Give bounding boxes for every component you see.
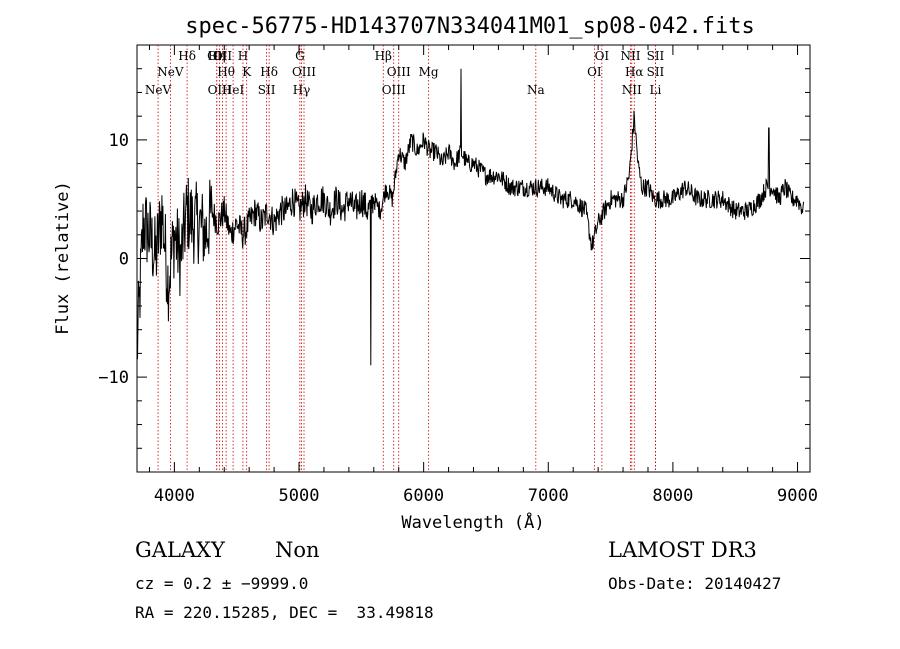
line-marker-label: NII — [621, 49, 641, 63]
line-marker-label: NeV — [145, 83, 172, 97]
y-axis-label: Flux (relative) — [53, 181, 73, 335]
line-marker-label: Hδ — [260, 65, 278, 79]
observation-date: Obs-Date: 20140427 — [608, 574, 782, 593]
line-marker-label: Na — [527, 83, 545, 97]
plot-frame — [136, 44, 811, 473]
line-marker-label: OIII — [382, 83, 406, 97]
survey-name: LAMOST DR3 — [608, 538, 757, 562]
line-marker-label: NII — [622, 83, 642, 97]
x-tick-label: 7000 — [528, 486, 569, 506]
line-marker-label: Hβ — [375, 49, 392, 63]
x-axis-label: Wavelength (Å) — [401, 511, 544, 533]
y-tick-label: 0 — [119, 250, 129, 270]
line-marker-label: Hθ — [217, 65, 235, 79]
line-marker-label: OI — [595, 49, 610, 63]
line-marker-label: OIII — [387, 65, 411, 79]
line-marker-label: OIII — [208, 83, 232, 97]
line-marker-label: K — [242, 65, 252, 79]
x-tick-label: 4000 — [154, 486, 195, 506]
object-class: GALAXY — [135, 538, 225, 562]
x-tick-label: 9000 — [777, 486, 818, 506]
line-marker-label: Hγ — [293, 83, 311, 97]
spectrum-series — [136, 68, 804, 366]
x-tick-label: 6000 — [403, 486, 444, 506]
x-tick-label: 5000 — [279, 486, 320, 506]
line-marker-label: OI — [587, 65, 602, 79]
x-axis-ticks: 4000 5000 6000 7000 8000 9000 — [148, 45, 818, 506]
chart-title: spec-56775-HD143707N334041M01_sp08-042.f… — [185, 14, 755, 39]
line-marker-label: Mg — [419, 65, 439, 79]
line-marker-label: H — [238, 49, 248, 63]
spectrum-line — [136, 68, 804, 366]
y-tick-label: −10 — [98, 368, 129, 388]
line-marker-label: SII — [647, 65, 665, 79]
line-marker-label: G — [295, 49, 305, 63]
line-marker-label: NeV — [157, 65, 184, 79]
line-marker-label: Hη — [208, 49, 226, 63]
line-marker-label: Hα — [625, 65, 644, 79]
y-tick-label: 10 — [109, 131, 129, 151]
x-tick-label: 8000 — [652, 486, 693, 506]
line-marker-label: OIII — [292, 65, 316, 79]
line-marker-label: SII — [258, 83, 276, 97]
coordinates: RA = 220.15285, DEC = 33.49818 — [135, 603, 434, 622]
line-marker-label: Hδ — [178, 49, 196, 63]
line-marker-label: Li — [650, 83, 662, 97]
line-marker-label: OII — [213, 49, 233, 63]
line-marker-label: HeI — [222, 83, 245, 97]
y-axis-ticks: −10 0 10 — [98, 44, 810, 473]
object-subclass: Non — [275, 538, 320, 562]
redshift-cz: cz = 0.2 ± −9999.0 — [135, 574, 309, 593]
